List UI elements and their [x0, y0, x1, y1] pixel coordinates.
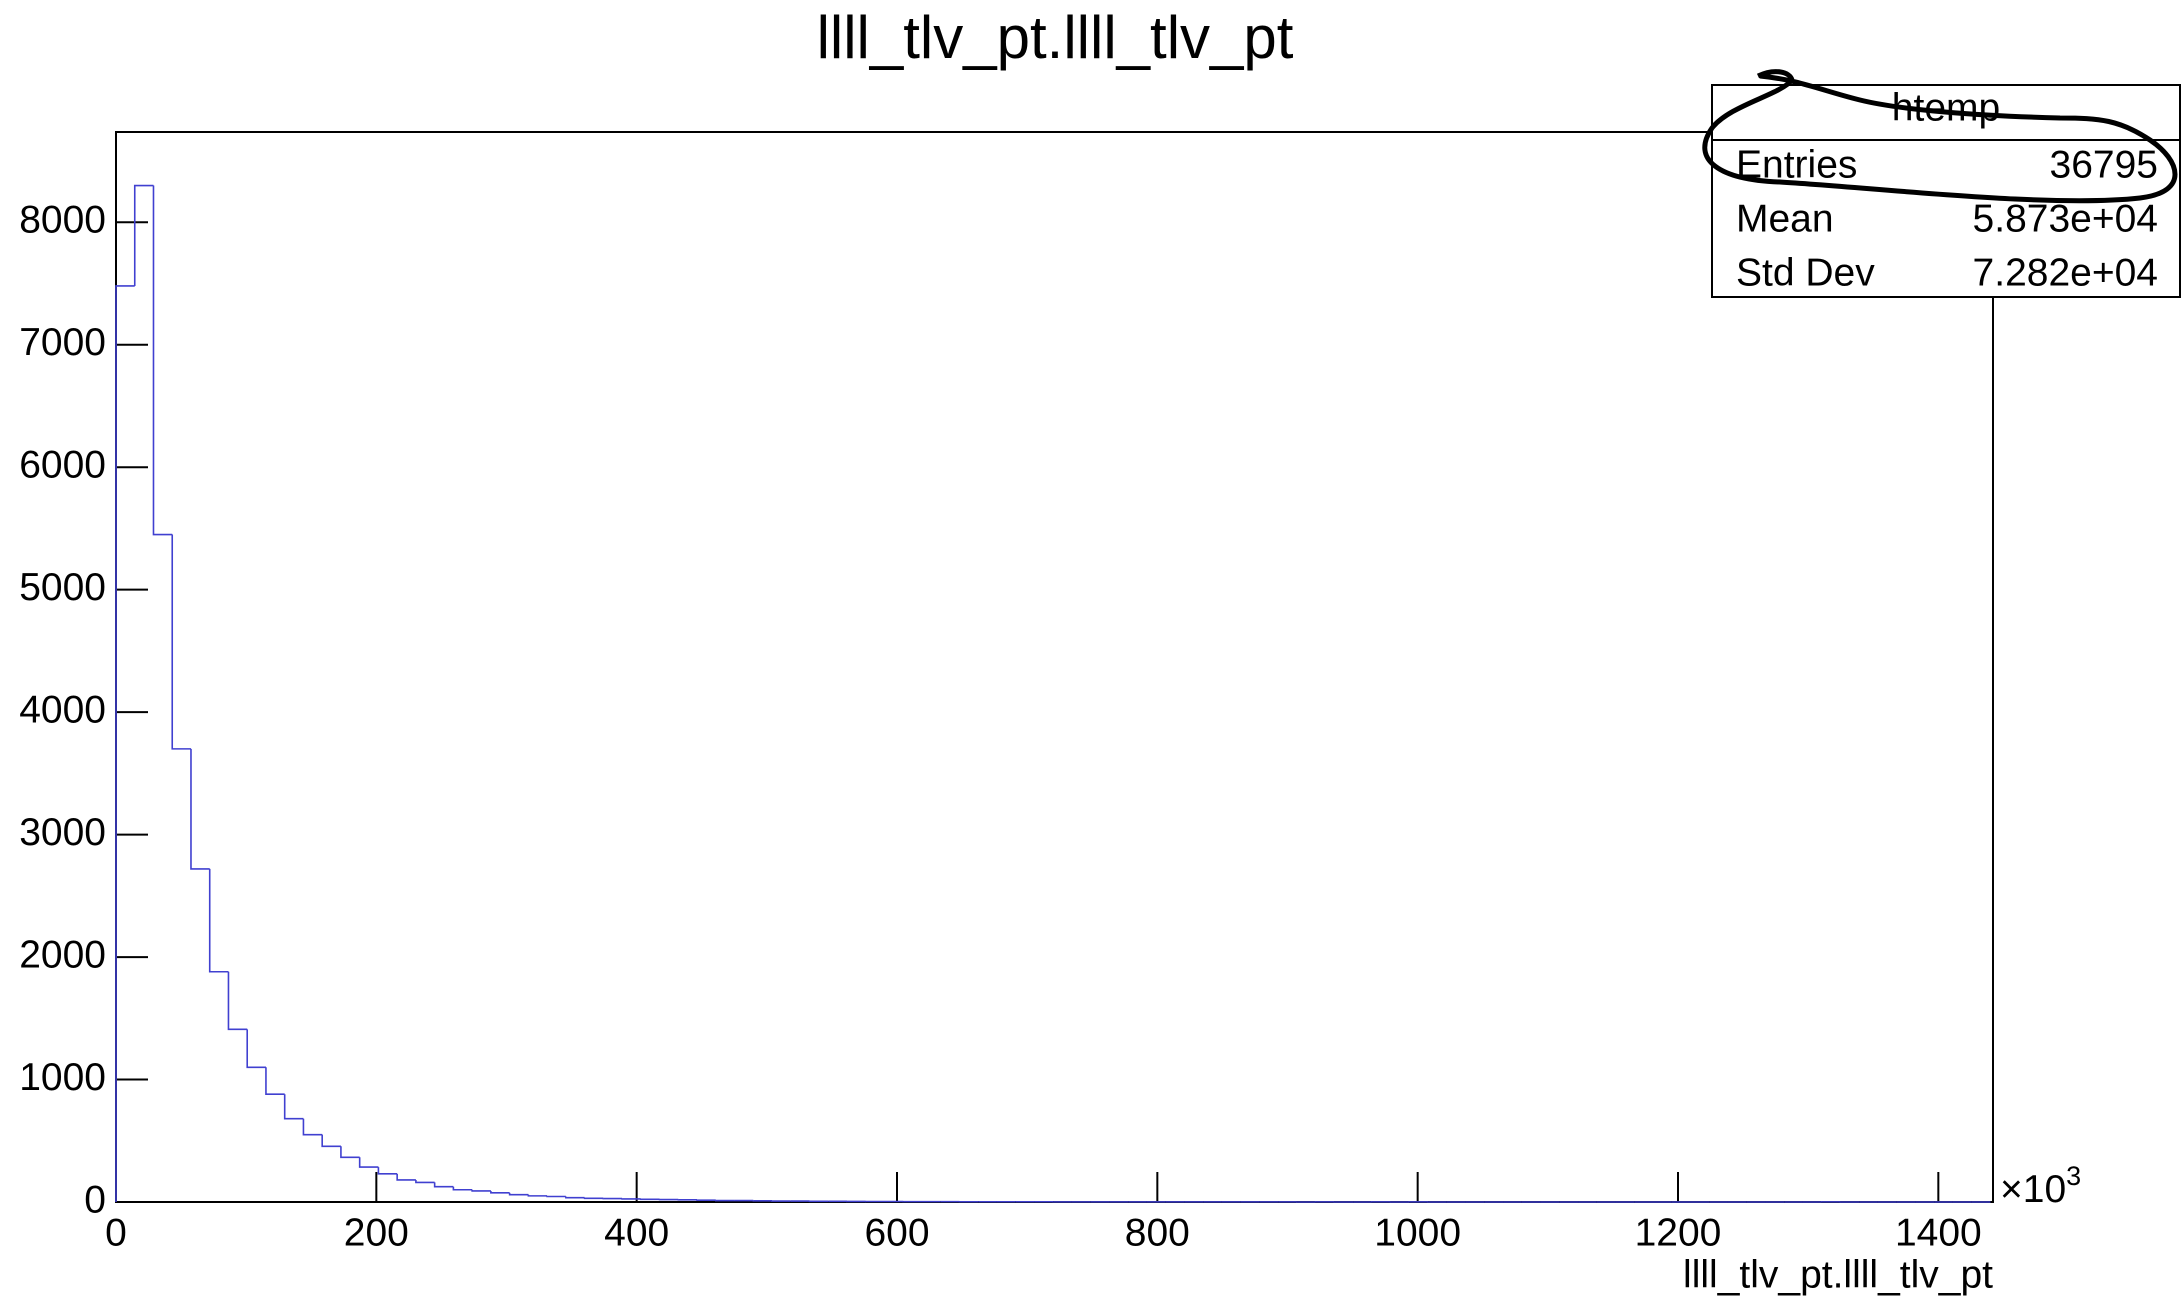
x-tick-label: 600	[864, 1211, 929, 1254]
y-tick-label: 7000	[19, 321, 106, 364]
histogram-bin	[377, 1167, 398, 1175]
x-multiplier: ×103	[2000, 1161, 2081, 1211]
x-multiplier-base: ×10	[2000, 1168, 2066, 1211]
stats-value: 36795	[2050, 143, 2158, 186]
chart-title: llll_tlv_pt.llll_tlv_pt	[817, 4, 1294, 71]
hand-drawn-annotation	[1702, 69, 2178, 204]
histogram-bin	[227, 971, 248, 1031]
histogram-bin	[433, 1182, 454, 1188]
histogram-bin	[340, 1146, 360, 1159]
histogram-bin	[152, 185, 173, 536]
y-tick-label: 1000	[19, 1056, 106, 1099]
histogram-bin	[527, 1194, 548, 1197]
stats-value: 5.873e+04	[1973, 197, 2158, 240]
histogram-bin	[415, 1179, 435, 1184]
y-tick-label: 2000	[19, 933, 106, 976]
histogram-bin	[283, 1094, 304, 1120]
x-axis-label: llll_tlv_pt.llll_tlv_pt	[1683, 1253, 1993, 1296]
histogram-bin	[471, 1189, 491, 1192]
histogram-bin	[208, 868, 229, 973]
y-tick-label: 3000	[19, 811, 106, 854]
stats-label: Std Dev	[1736, 251, 1875, 294]
histogram-bin	[133, 184, 154, 286]
histogram-bin	[190, 748, 210, 870]
y-tick-label: 6000	[19, 443, 106, 486]
histogram-bin	[508, 1192, 529, 1196]
stats-label: Mean	[1736, 197, 1834, 240]
histogram-bin	[358, 1157, 379, 1168]
x-tick-label: 1200	[1635, 1211, 1722, 1254]
histogram-bin	[246, 1029, 266, 1069]
histogram-bin	[452, 1186, 473, 1191]
histogram-bin	[171, 534, 191, 750]
histogram-bin	[490, 1190, 510, 1194]
y-tick-label: 4000	[19, 688, 106, 731]
x-tick-label: 1000	[1374, 1211, 1461, 1254]
histogram-bin	[321, 1134, 341, 1148]
x-tick-label: 0	[105, 1211, 127, 1254]
x-tick-label: 1400	[1895, 1211, 1982, 1254]
histogram-bin	[546, 1195, 566, 1198]
histogram-bin	[583, 1197, 604, 1200]
x-tick-label: 200	[344, 1211, 409, 1254]
y-tick-label: 8000	[19, 199, 106, 242]
y-tick-label: 0	[84, 1178, 106, 1221]
y-tick-label: 5000	[19, 566, 106, 609]
histogram-bin	[396, 1173, 416, 1181]
histogram-bin	[565, 1196, 585, 1199]
x-tick-label: 800	[1125, 1211, 1190, 1254]
x-tick-label: 400	[604, 1211, 669, 1254]
histogram-bin	[115, 285, 135, 1202]
histogram-bin	[302, 1118, 323, 1136]
stats-value: 7.282e+04	[1973, 251, 2158, 294]
x-multiplier-exponent: 3	[2066, 1161, 2081, 1191]
histogram-bin	[265, 1067, 285, 1096]
